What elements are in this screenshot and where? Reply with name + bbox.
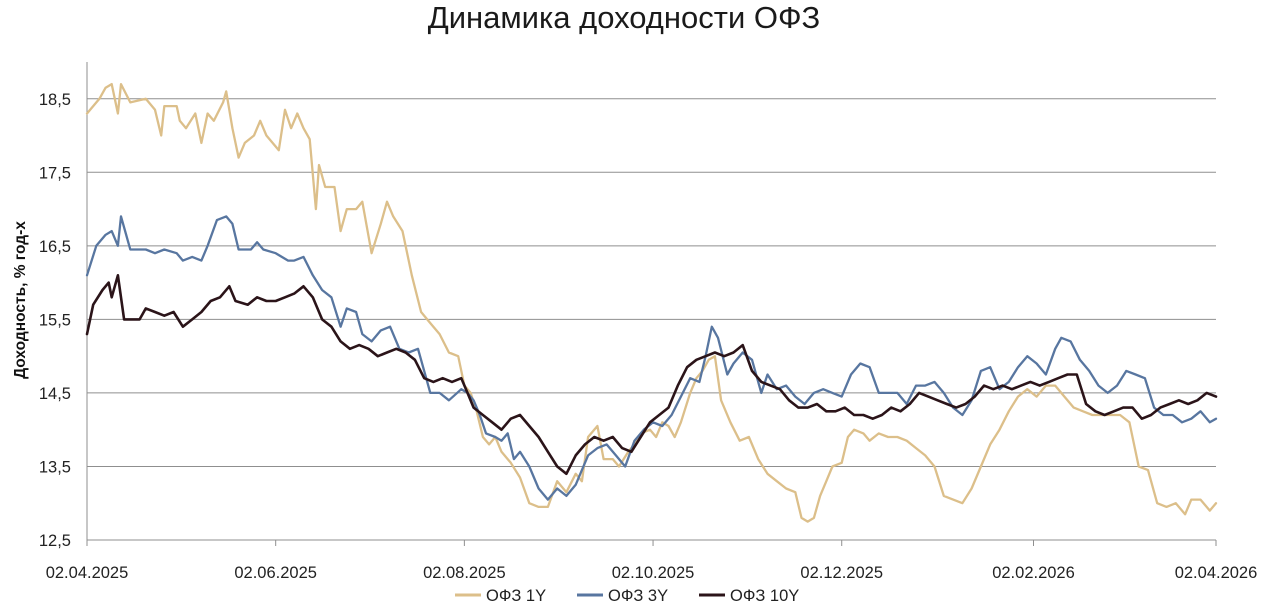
x-tick-label: 02.04.2026	[1175, 564, 1258, 582]
y-tick-label: 13,5	[39, 458, 71, 476]
legend-label: ОФЗ 3Y	[608, 587, 668, 605]
series-line-3	[85, 274, 1218, 476]
x-tick-label: 02.06.2025	[234, 564, 317, 582]
y-axis-label: Доходность, % год-х	[12, 221, 29, 379]
y-tick-label: 14,5	[39, 385, 71, 403]
x-tick-label: 02.10.2025	[612, 564, 695, 582]
y-tick-label: 12,5	[39, 532, 71, 550]
series-line-1	[85, 82, 1218, 523]
y-tick-label: 18,5	[39, 91, 71, 109]
x-tick-labels: 02.04.2025 02.06.2025 02.08.2025 02.10.2025…	[46, 540, 1258, 582]
x-tick-label: 02.02.2026	[992, 564, 1075, 582]
legend: ОФЗ 1Y ОФЗ 3Y ОФЗ 10Y	[455, 587, 799, 605]
x-tick-label: 02.12.2025	[800, 564, 883, 582]
chart-title: Динамика доходности ОФЗ	[428, 0, 821, 35]
x-tick-label: 02.08.2025	[423, 564, 506, 582]
y-tick-label: 16,5	[39, 238, 71, 256]
x-tick-label: 02.04.2025	[46, 564, 129, 582]
gridlines	[86, 62, 1216, 541]
y-tick-labels: 12,5 13,5 14,5 15,5 16,5 17,5 18,5	[39, 91, 71, 550]
y-tick-label: 15,5	[39, 311, 71, 329]
series-lines	[85, 82, 1218, 523]
legend-label: ОФЗ 1Y	[486, 587, 546, 605]
legend-label: ОФЗ 10Y	[730, 587, 799, 605]
series-line-2	[85, 215, 1218, 501]
y-tick-label: 17,5	[39, 164, 71, 182]
